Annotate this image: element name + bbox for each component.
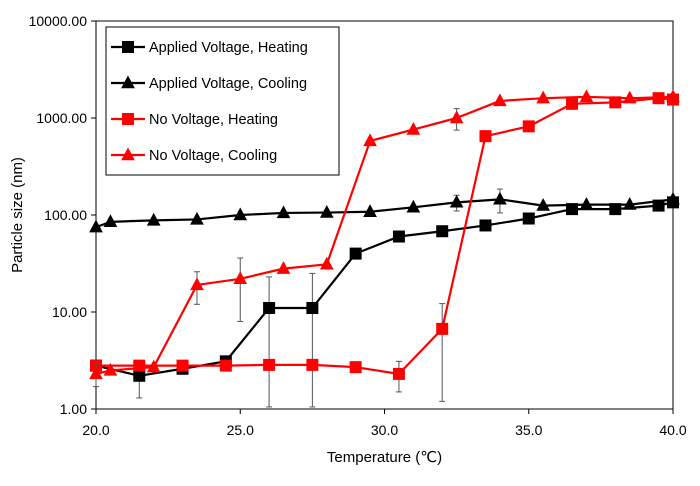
data-point [479,130,492,143]
legend-swatch-marker [122,113,134,125]
legend-item: No Voltage, Heating [111,112,278,128]
data-point [449,110,464,124]
data-point [233,207,248,221]
data-point [133,359,146,372]
x-tick-label: 20.0 [82,422,109,438]
legend-item: No Voltage, Cooling [111,147,277,164]
legend-swatch-marker [122,41,134,53]
data-point [536,90,551,104]
data-point [622,90,637,104]
data-point [349,247,362,260]
data-point [666,89,680,103]
series-3 [89,89,680,388]
data-point [579,89,594,103]
y-tick-label: 10000.00 [29,13,88,29]
y-tick-label: 1000.00 [36,110,87,126]
data-point [392,367,405,380]
data-point [146,359,161,373]
legend-label: No Voltage, Cooling [149,148,277,164]
data-point [363,133,377,147]
data-point [176,359,189,372]
y-tick-label: 100.00 [44,207,87,223]
data-point [190,211,204,225]
data-point [146,212,161,226]
x-tick-label: 25.0 [227,422,254,438]
data-point [103,362,118,376]
legend-label: Applied Voltage, Cooling [149,76,307,92]
x-tick-label: 35.0 [515,422,542,438]
legend-item: Applied Voltage, Cooling [111,75,307,92]
data-point [103,214,118,228]
data-point [566,97,579,110]
data-point [263,301,276,314]
data-point [263,358,276,371]
series-1 [89,188,680,233]
data-point [233,271,248,284]
data-point [566,203,579,216]
series-line [95,201,674,377]
data-point [479,219,492,232]
data-point [666,191,680,205]
data-point [133,369,146,382]
data-point [392,230,405,243]
legend-box [105,26,340,176]
data-point [493,191,507,205]
x-tick-label: 30.0 [371,422,398,438]
data-point [219,359,232,372]
legend-item: Applied Voltage, Heating [111,40,308,56]
data-point [306,301,319,314]
x-tick-label: 40.0 [659,422,686,438]
data-point [406,199,421,213]
data-point [436,322,449,335]
legend-label: No Voltage, Heating [149,112,278,128]
x-axis-title: Temperature (℃) [327,449,442,466]
data-point [536,198,551,211]
data-point [406,122,421,135]
y-tick-label: 10.00 [52,304,87,320]
data-point [363,204,377,217]
data-point [89,219,103,233]
data-point [522,212,535,225]
data-point [622,197,637,210]
data-point [579,197,594,210]
data-point [449,194,464,208]
data-point [319,205,334,218]
legend-swatch-marker [121,75,135,89]
data-point [89,366,103,380]
y-tick-label: 1.00 [60,401,87,417]
y-axis-title: Particle size (nm) [9,157,26,273]
data-point [493,93,507,107]
legend-swatch-marker [121,147,135,161]
data-point [319,256,334,270]
series-0 [90,196,679,408]
legend-label: Applied Voltage, Heating [149,40,308,56]
data-point [190,277,204,291]
data-point [436,225,449,238]
data-point [276,261,291,274]
data-point [276,205,291,219]
data-point [306,358,319,371]
data-point [522,120,535,133]
data-point [349,361,362,374]
